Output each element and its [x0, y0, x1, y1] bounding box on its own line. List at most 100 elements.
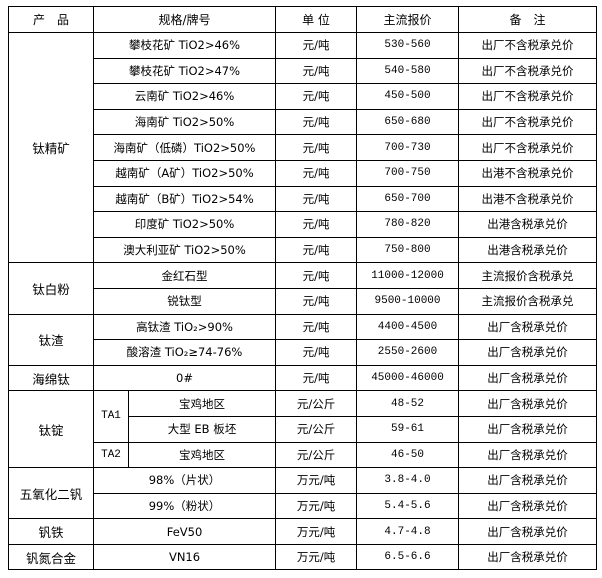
price-cell: 650-700 [356, 185, 460, 213]
product-category: 钛白粉 [8, 262, 94, 315]
spec-cell: 越南矿（A矿）TiO2>50% [92, 159, 277, 187]
table-row: 酸溶渣 TiO₂≥74-76% 元/吨 2550-2600 出厂含税承兑价 [9, 339, 598, 366]
price-cell: 59-61 [356, 415, 460, 443]
price-cell: 540-580 [356, 57, 460, 85]
product-category: 五氧化二钒 [8, 467, 94, 520]
spec-cell: 云南矿 TiO2>46% [92, 83, 277, 110]
remark-cell: 出厂不含税承兑价 [458, 108, 598, 136]
remark-cell: 出厂含税承兑价 [458, 441, 598, 469]
header-product: 产 品 [8, 6, 94, 33]
price-cell: 11000-12000 [356, 262, 460, 289]
spec-cell: 海南矿（低磷）TiO2>50% [92, 134, 277, 161]
remark-cell: 出厂含税承兑价 [458, 518, 598, 545]
table-row: 澳大利亚矿 TiO2>50% 元/吨 750-800 出港含税承兑价 [9, 236, 598, 264]
remark-cell: 出厂含税承兑价 [458, 390, 598, 417]
remark-cell: 出港含税承兑价 [458, 236, 598, 264]
table-row: 大型 EB 板坯 元/公斤 59-61 出厂含税承兑价 [9, 415, 598, 443]
spec-cell: 大型 EB 板坯 [127, 415, 277, 443]
unit-cell: 元/吨 [275, 262, 358, 289]
unit-cell: 元/公斤 [275, 441, 358, 469]
price-cell: 3.8-4.0 [356, 467, 460, 494]
table-row: 钒铁 FeV50 万元/吨 4.7-4.8 出厂含税承兑价 [8, 518, 598, 545]
remark-cell: 出厂含税承兑价 [458, 339, 598, 366]
product-category: 钒铁 [8, 518, 94, 545]
price-cell: 4400-4500 [356, 313, 460, 341]
spec-cell: FeV50 [92, 518, 277, 545]
remark-cell: 出厂不含税承兑价 [458, 83, 598, 110]
price-cell: 46-50 [356, 441, 460, 469]
spec-cell: 印度矿 TiO2>50% [92, 211, 277, 238]
unit-cell: 元/公斤 [275, 390, 358, 417]
price-cell: 650-680 [356, 108, 460, 136]
remark-cell: 出厂不含税承兑价 [458, 57, 598, 85]
table-row: TA2 宝鸡地区 元/公斤 46-50 出厂含税承兑价 [9, 441, 598, 469]
header-unit: 单 位 [275, 6, 358, 33]
price-cell: 9500-10000 [356, 287, 460, 315]
spec-cell: 宝鸡地区 [127, 441, 277, 469]
price-cell: 700-730 [356, 134, 460, 161]
table-row: 攀枝花矿 TiO2>47% 元/吨 540-580 出厂不含税承兑价 [9, 57, 598, 85]
remark-cell: 出厂含税承兑价 [458, 543, 598, 571]
spec-cell: 高钛渣 TiO₂>90% [92, 313, 277, 341]
table-row: 海绵钛 0# 元/吨 45000-46000 出厂含税承兑价 [8, 364, 598, 392]
price-cell: 48-52 [356, 390, 460, 417]
spec-cell: 0# [92, 364, 277, 392]
table-row: 锐钛型 元/吨 9500-10000 主流报价含税承兑 [9, 287, 598, 315]
unit-cell: 元/吨 [275, 185, 358, 213]
unit-cell: 元/吨 [275, 108, 358, 136]
header-remark: 备 注 [458, 6, 598, 33]
table-row: 印度矿 TiO2>50% 元/吨 780-820 出港含税承兑价 [9, 211, 598, 238]
price-cell: 780-820 [356, 211, 460, 238]
table-row: 99%（粉状） 万元/吨 5.4-5.6 出厂含税承兑价 [9, 492, 598, 520]
header-row: 产 品 规格/牌号 单 位 主流报价 备 注 [8, 6, 598, 33]
unit-cell: 万元/吨 [275, 492, 358, 520]
remark-cell: 出港不含税承兑价 [458, 185, 598, 213]
price-cell: 750-800 [356, 236, 460, 264]
spec-cell: 攀枝花矿 TiO2>46% [92, 32, 277, 59]
table-row: 钛精矿 攀枝花矿 TiO2>46% 元/吨 530-560 出厂不含税承兑价 [8, 31, 598, 264]
product-category: 钛锭 [8, 390, 94, 469]
table-row: 海南矿 TiO2>50% 元/吨 650-680 出厂不含税承兑价 [9, 108, 598, 136]
remark-cell: 主流报价含税承兑 [458, 262, 598, 289]
unit-cell: 元/吨 [275, 339, 358, 366]
unit-cell: 元/吨 [275, 32, 358, 59]
table-row: 海南矿（低磷）TiO2>50% 元/吨 700-730 出厂不含税承兑价 [9, 134, 598, 161]
spec-cell: 98%（片状） [92, 467, 277, 494]
product-category: 钛精矿 [8, 31, 94, 264]
price-cell: 4.7-4.8 [356, 518, 460, 545]
spec-cell: 攀枝花矿 TiO2>47% [92, 57, 277, 85]
table-row: 越南矿（B矿）TiO2>54% 元/吨 650-700 出港不含税承兑价 [9, 185, 598, 213]
remark-cell: 出港含税承兑价 [458, 211, 598, 238]
unit-cell: 元/吨 [275, 211, 358, 238]
unit-cell: 万元/吨 [275, 518, 358, 545]
remark-cell: 出厂含税承兑价 [458, 415, 598, 443]
unit-cell: 元/吨 [275, 287, 358, 315]
spec-cell: 越南矿（B矿）TiO2>54% [92, 185, 277, 213]
spec-cell: 锐钛型 [92, 287, 277, 315]
product-category: 钒氮合金 [8, 543, 94, 571]
table-row: 钛白粉 金红石型 元/吨 11000-12000 主流报价含税承兑 [8, 262, 598, 315]
header-spec: 规格/牌号 [92, 6, 277, 33]
grade-cell: TA1 [93, 390, 129, 443]
spec-cell: 澳大利亚矿 TiO2>50% [92, 236, 277, 264]
product-category: 海绵钛 [8, 364, 94, 392]
unit-cell: 元/吨 [275, 83, 358, 110]
product-category: 钛渣 [8, 313, 94, 366]
unit-cell: 万元/吨 [275, 543, 358, 571]
unit-cell: 元/吨 [275, 236, 358, 264]
unit-cell: 元/吨 [275, 364, 358, 392]
spec-cell: 宝鸡地区 [127, 390, 277, 417]
remark-cell: 主流报价含税承兑 [458, 287, 598, 315]
remark-cell: 出厂不含税承兑价 [458, 134, 598, 161]
unit-cell: 元/吨 [275, 57, 358, 85]
spec-cell: 酸溶渣 TiO₂≥74-76% [92, 339, 277, 366]
remark-cell: 出厂含税承兑价 [458, 467, 598, 494]
price-cell: 45000-46000 [356, 364, 460, 392]
unit-cell: 元/吨 [275, 313, 358, 341]
header-price: 主流报价 [356, 6, 460, 33]
spec-cell: 金红石型 [92, 262, 277, 289]
grade-cell: TA2 [93, 441, 129, 469]
price-cell: 450-500 [356, 83, 460, 110]
unit-cell: 万元/吨 [275, 467, 358, 494]
price-cell: 2550-2600 [356, 339, 460, 366]
